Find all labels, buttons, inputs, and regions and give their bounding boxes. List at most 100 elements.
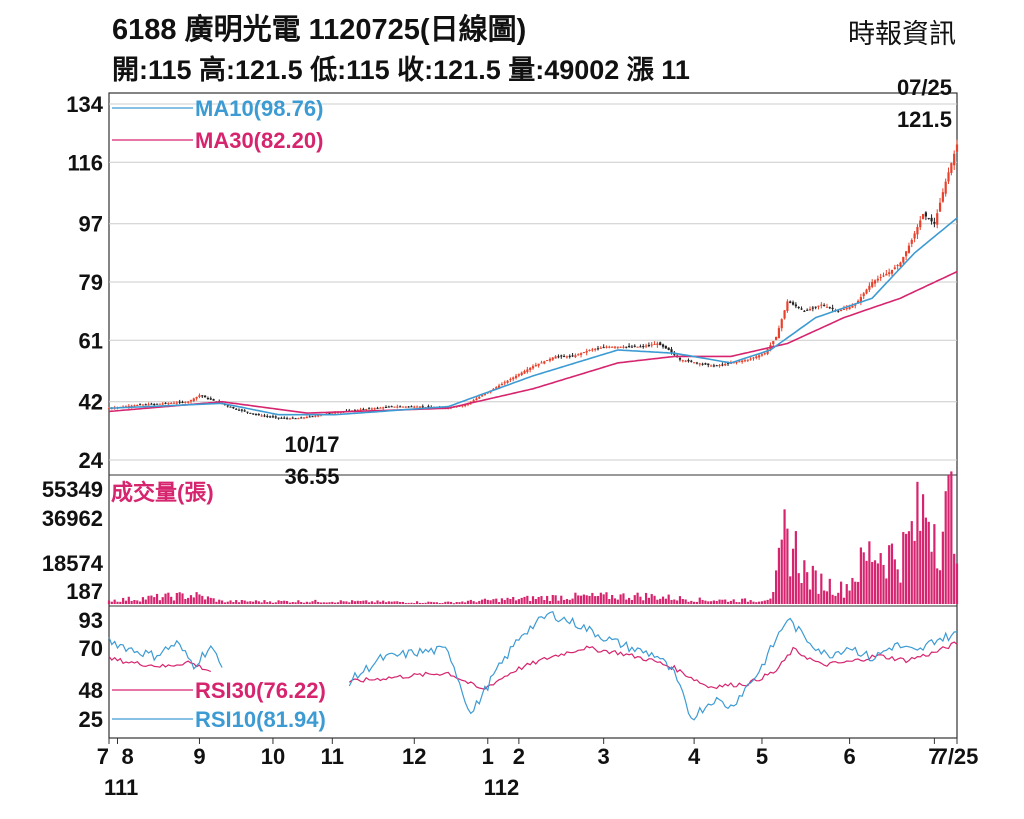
volume-bar <box>130 600 133 604</box>
candle-body <box>520 372 523 376</box>
x-month-label: 2 <box>513 744 525 769</box>
volume-bar <box>828 578 831 604</box>
candle-body <box>890 269 894 274</box>
volume-bar <box>469 599 472 604</box>
volume-bar <box>938 570 942 604</box>
volume-bar <box>497 602 501 604</box>
candle-body <box>721 364 724 366</box>
volume-bar <box>622 593 625 604</box>
volume-bar <box>565 599 569 604</box>
volume-bar <box>752 601 755 604</box>
candle-body <box>596 348 600 350</box>
volume-bar <box>110 601 113 604</box>
volume-bar <box>300 601 303 604</box>
candle-body <box>893 267 896 269</box>
volume-bar <box>896 569 899 604</box>
ma30-line <box>108 270 958 414</box>
volume-bar <box>741 598 744 604</box>
volume-bar <box>724 599 727 604</box>
volume-bar <box>122 597 125 604</box>
candle-body <box>529 367 532 370</box>
volume-bar <box>947 474 950 604</box>
volume-bar <box>777 547 781 604</box>
volume-bar <box>856 581 860 604</box>
candle-body <box>726 363 730 365</box>
candle-body <box>523 371 526 374</box>
volume-bar <box>441 602 444 604</box>
volume-bar <box>599 592 602 604</box>
candle-body <box>865 289 868 294</box>
volume-bar <box>789 576 792 604</box>
volume-bar <box>401 601 405 604</box>
volume-bar <box>237 602 241 604</box>
volume-bar <box>930 551 933 604</box>
volume-bar <box>848 590 851 604</box>
candle-body <box>789 301 792 304</box>
volume-bar <box>548 600 552 604</box>
candle-body <box>155 403 159 405</box>
volume-bar <box>209 597 212 604</box>
rsi-tick-label: 48 <box>79 678 103 703</box>
volume-bar <box>786 528 789 604</box>
volume-title: 成交量(張) <box>111 480 214 505</box>
volume-bar <box>370 601 373 604</box>
volume-bar <box>628 597 631 604</box>
volume-tick-label: 55349 <box>42 477 103 502</box>
candle-body <box>198 395 201 397</box>
volume-bar <box>732 599 735 604</box>
candle-body <box>571 355 574 357</box>
volume-bar <box>650 594 653 604</box>
volume-bar <box>509 599 512 604</box>
candle-body <box>184 401 187 403</box>
volume-bar <box>902 532 905 604</box>
candle-body <box>209 398 212 400</box>
volume-bar <box>888 545 891 604</box>
candle-body <box>410 406 413 408</box>
candle-body <box>735 361 738 363</box>
volume-bar <box>913 540 916 604</box>
volume-bar <box>192 597 195 604</box>
volume-bar <box>164 593 167 604</box>
volume-bar <box>458 602 461 604</box>
volume-bar <box>746 601 749 604</box>
candle-body <box>464 404 467 406</box>
volume-bar <box>235 600 238 604</box>
candle-body <box>594 348 597 350</box>
candle-body <box>269 416 272 418</box>
candle-body <box>707 363 710 366</box>
candle-body <box>851 305 854 308</box>
candle-body <box>308 416 311 418</box>
volume-bar <box>823 590 826 604</box>
volume-bar <box>155 593 159 604</box>
candle-body <box>876 278 879 281</box>
annotation-low-value: 36.55 <box>284 464 339 489</box>
candle-body <box>187 401 190 403</box>
candle-body <box>780 319 783 329</box>
volume-bar <box>416 601 419 604</box>
volume-bar <box>396 601 399 604</box>
volume-bar <box>619 594 622 604</box>
volume-bar <box>540 596 543 604</box>
volume-bar <box>704 600 707 604</box>
volume-bar <box>766 599 769 604</box>
volume-bar <box>305 601 308 604</box>
volume-bar <box>223 602 226 604</box>
volume-bar <box>407 602 410 604</box>
candle-body <box>936 213 939 225</box>
candle-body <box>175 402 178 404</box>
volume-bar <box>285 601 289 604</box>
volume-bar <box>806 572 809 604</box>
volume-bar <box>452 603 455 605</box>
candle-body <box>475 398 478 401</box>
volume-bar <box>562 599 566 604</box>
volume-bar <box>187 597 190 604</box>
candle-body <box>718 365 721 367</box>
volume-bar <box>141 597 145 604</box>
volume-bar <box>636 592 639 604</box>
volume-bar <box>919 530 922 604</box>
candle-body <box>842 308 846 310</box>
x-year-label: 111 <box>104 775 138 800</box>
x-month-label: 10 <box>261 744 285 769</box>
x-month-label: 4 <box>688 744 701 769</box>
